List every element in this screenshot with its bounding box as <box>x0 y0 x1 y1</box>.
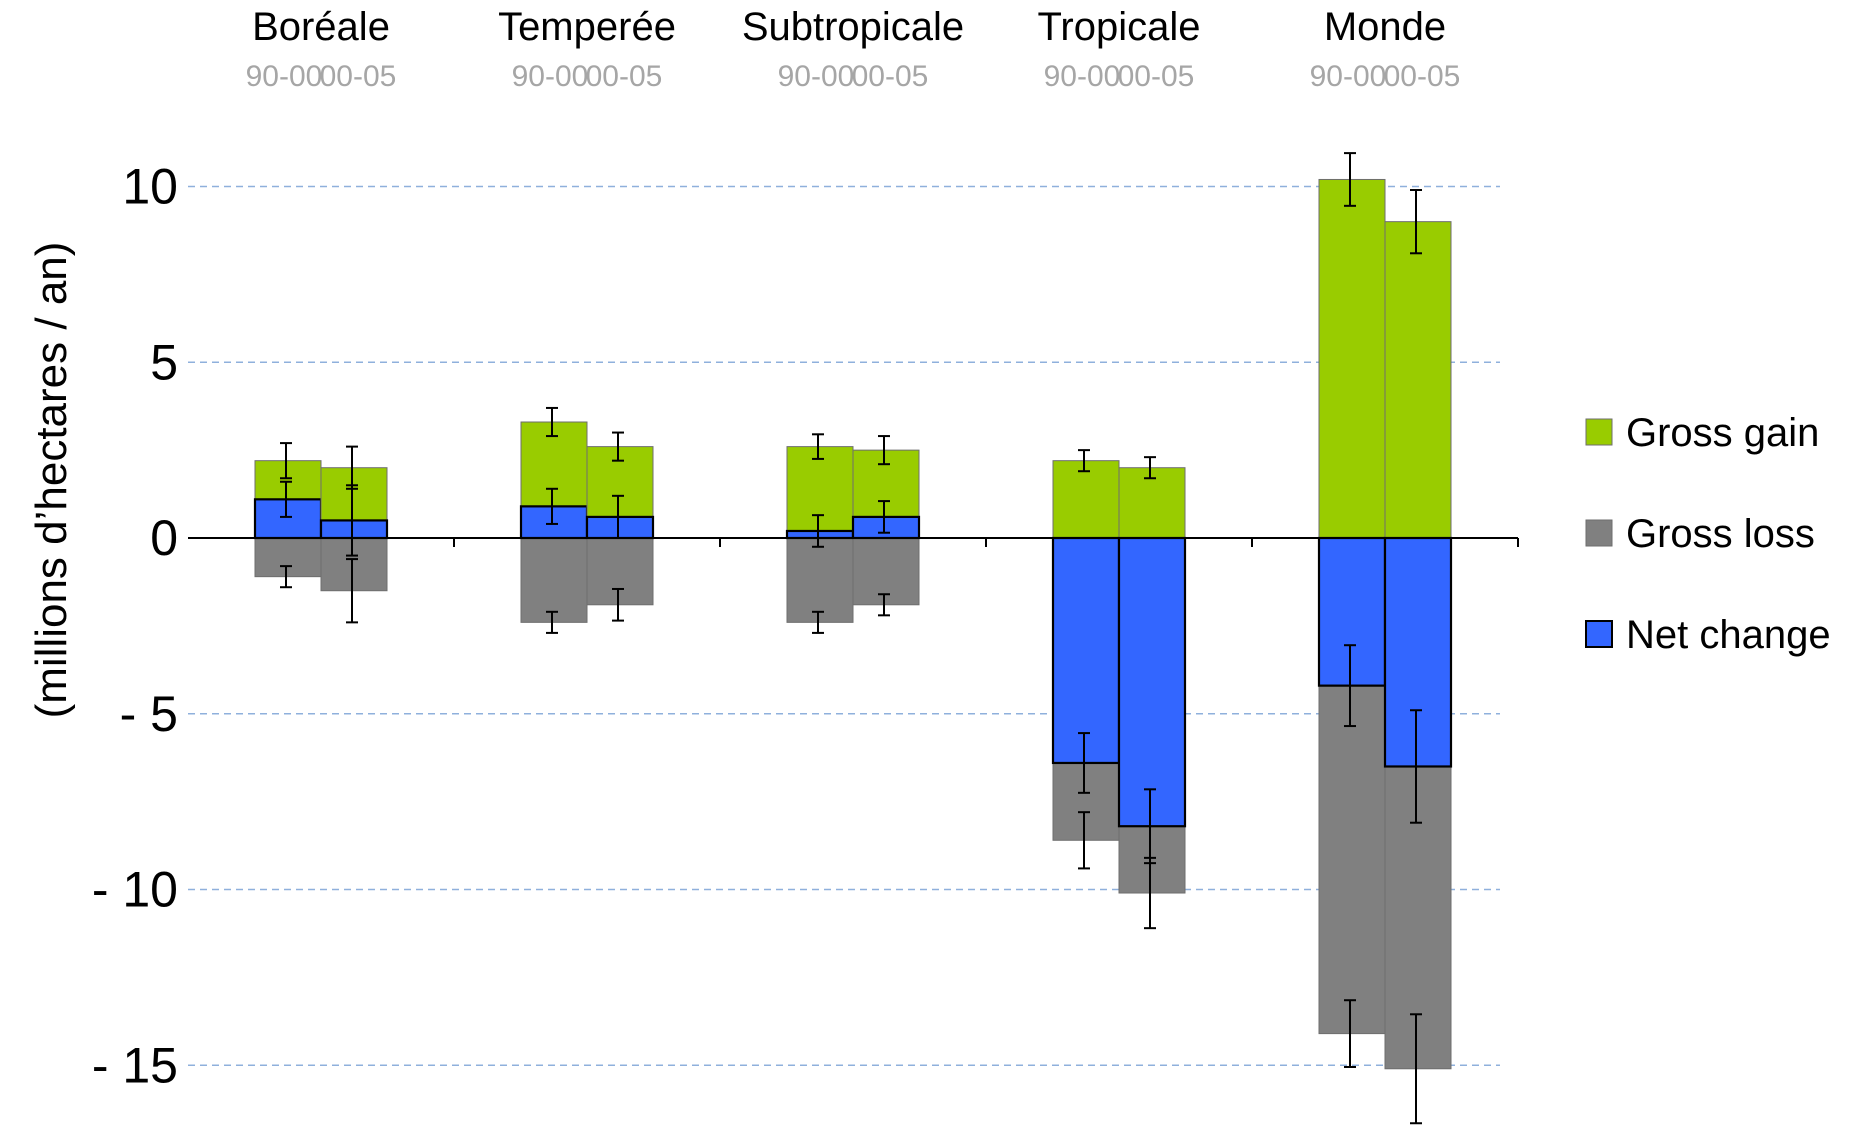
region-label-subtropicale: Subtropicale <box>742 5 964 49</box>
gross-loss-bar-temperee-90-00 <box>520 537 588 623</box>
net-change-error-temperee-00-05 <box>612 494 624 539</box>
gross-gain-error-tropicale-00-05 <box>1144 456 1156 480</box>
gross-gain-bar-tropicale-90-00 <box>1052 460 1120 539</box>
gross-gain-bar-monde-00-05 <box>1384 221 1452 539</box>
y-tick-label-15: - 15 <box>92 1037 178 1093</box>
period-label-monde-90-00: 90-00 <box>1310 60 1387 93</box>
error-bars <box>280 152 1422 1125</box>
net-change-error-subtropicale-90-00 <box>812 514 824 548</box>
gross-gain-error-temperee-90-00 <box>546 406 558 438</box>
gross-loss-bar-boreale-00-05 <box>320 537 388 592</box>
legend-swatch-net-change <box>1585 620 1613 648</box>
region-label-tropicale: Tropicale <box>1037 5 1200 49</box>
period-label-monde-00-05: 00-05 <box>1384 60 1461 93</box>
gross-gain-bar-subtropicale-90-00 <box>786 446 854 539</box>
gross-loss-error-temperee-90-00 <box>546 610 558 634</box>
net-change-error-tropicale-90-00 <box>1078 732 1090 794</box>
gross-loss-error-monde-90-00 <box>1344 999 1356 1069</box>
net-change-bar-temperee-00-05 <box>585 515 655 540</box>
bars <box>253 178 1453 1070</box>
net-change-bar-temperee-90-00 <box>519 505 589 540</box>
net-change-bar-tropicale-00-05 <box>1117 536 1187 828</box>
period-label-boreale-00-05: 00-05 <box>320 60 397 93</box>
legend: Gross gain Gross loss Net change <box>1585 411 1831 657</box>
gross-loss-error-subtropicale-00-05 <box>878 593 890 617</box>
period-label-subtropicale-90-00: 90-00 <box>778 60 855 93</box>
net-change-bar-boreale-00-05 <box>319 519 389 540</box>
net-change-error-monde-90-00 <box>1344 644 1356 728</box>
gross-loss-error-monde-00-05 <box>1410 1013 1422 1125</box>
gross-gain-error-temperee-00-05 <box>612 431 624 462</box>
period-label-temperee-00-05: 00-05 <box>586 60 663 93</box>
legend-label-gross-loss: Gross loss <box>1626 512 1815 556</box>
period-label-tropicale-90-00: 90-00 <box>1044 60 1121 93</box>
y-tick-label-10: 10 <box>122 159 178 215</box>
net-change-error-boreale-00-05 <box>346 484 358 557</box>
y-tick-label-5: - 5 <box>120 686 178 742</box>
net-change-error-subtropicale-00-05 <box>878 500 890 534</box>
legend-label-gross-gain: Gross gain <box>1626 411 1819 455</box>
legend-swatch-gross-gain <box>1585 418 1613 446</box>
y-tick-label-0: 0 <box>150 510 178 566</box>
region-label-monde: Monde <box>1324 5 1446 49</box>
gross-gain-error-monde-90-00 <box>1344 152 1356 207</box>
gross-loss-bar-temperee-00-05 <box>586 537 654 606</box>
y-tick-label-5: 5 <box>150 334 178 390</box>
period-label-tropicale-00-05: 00-05 <box>1118 60 1195 93</box>
net-change-bar-monde-00-05 <box>1383 536 1453 768</box>
gross-gain-error-boreale-90-00 <box>280 442 292 480</box>
legend-label-net-change: Net change <box>1626 613 1831 657</box>
period-label-subtropicale-00-05: 00-05 <box>852 60 929 93</box>
gross-loss-error-boreale-00-05 <box>346 558 358 624</box>
net-change-bar-subtropicale-90-00 <box>785 529 855 540</box>
gridlines <box>188 185 1500 1067</box>
net-change-bar-boreale-90-00 <box>253 498 323 540</box>
gross-gain-error-subtropicale-90-00 <box>812 433 824 460</box>
gross-loss-error-subtropicale-90-00 <box>812 610 824 634</box>
period-label-boreale-90-00: 90-00 <box>246 60 323 93</box>
net-change-bar-tropicale-90-00 <box>1051 536 1121 765</box>
net-change-bar-monde-90-00 <box>1317 536 1387 687</box>
net-change-error-boreale-90-00 <box>280 480 292 518</box>
gross-loss-error-boreale-90-00 <box>280 565 292 589</box>
net-change-error-tropicale-00-05 <box>1144 788 1156 865</box>
gross-loss-bar-boreale-90-00 <box>254 537 322 578</box>
period-label-temperee-90-00: 90-00 <box>512 60 589 93</box>
gross-gain-error-tropicale-90-00 <box>1078 449 1090 473</box>
region-label-boreale: Boréale <box>252 5 390 49</box>
gross-loss-bar-subtropicale-90-00 <box>786 537 854 623</box>
net-change-bar-subtropicale-00-05 <box>851 515 921 540</box>
net-change-error-monde-00-05 <box>1410 709 1422 824</box>
axes <box>188 537 1519 547</box>
net-change-error-temperee-90-00 <box>546 487 558 525</box>
gross-gain-error-monde-00-05 <box>1410 189 1422 255</box>
gross-loss-error-temperee-00-05 <box>612 587 624 622</box>
y-axis-label: (millions d’hectares / an) <box>27 242 76 719</box>
gross-gain-error-subtropicale-00-05 <box>878 435 890 466</box>
y-tick-label-10: - 10 <box>92 862 178 918</box>
region-label-temperee: Temperée <box>498 5 676 49</box>
gross-loss-error-tropicale-90-00 <box>1078 811 1090 870</box>
legend-swatch-gross-loss <box>1585 519 1613 547</box>
gross-gain-bar-monde-90-00 <box>1318 178 1386 539</box>
